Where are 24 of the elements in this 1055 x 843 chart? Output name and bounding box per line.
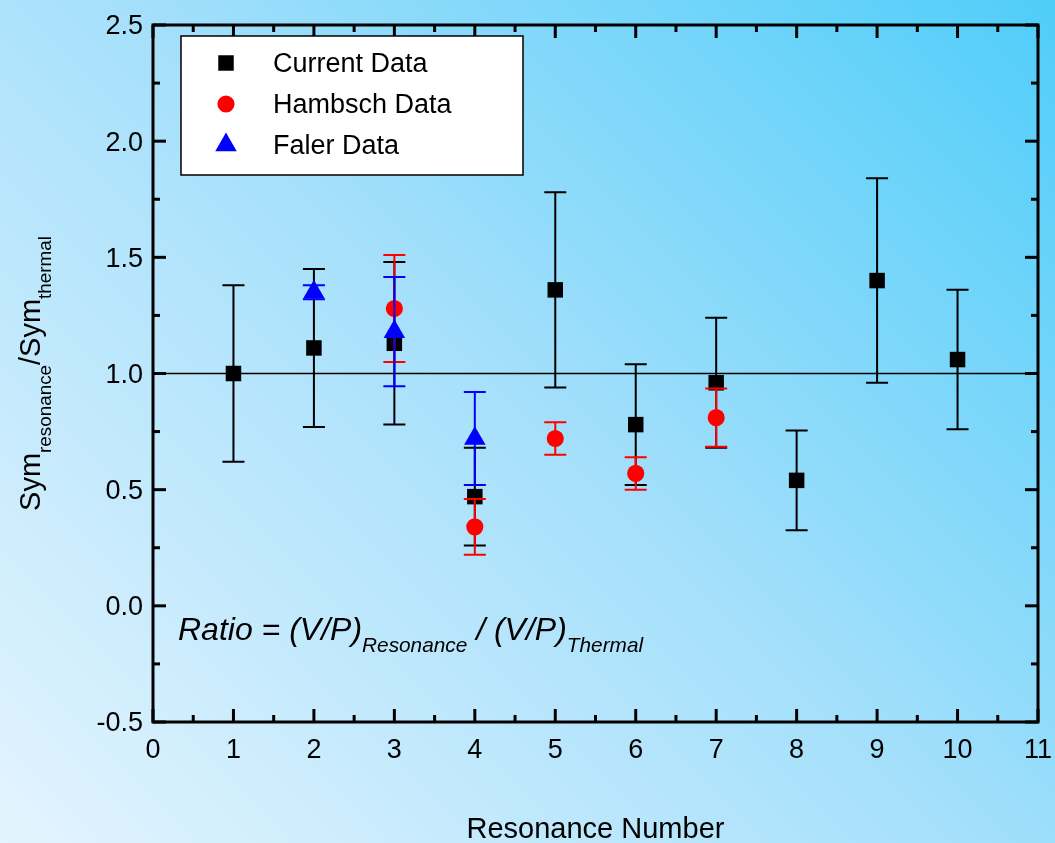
legend-label: Current Data xyxy=(273,48,429,79)
y-tick-label: 1.5 xyxy=(105,242,143,273)
annotation: Ratio = (V/P)$_{Resonance}$ / (V/P)$_{Thermal}$ xyxy=(178,611,645,656)
x-tick-label: 0 xyxy=(145,734,161,764)
x-tick-label: 5 xyxy=(547,734,563,764)
y-tick-label: 0.0 xyxy=(105,591,143,622)
y-tick-label: 2.5 xyxy=(105,10,143,41)
y-tick-label: 1.0 xyxy=(105,358,143,389)
x-tick-label: 11 xyxy=(1023,734,1053,764)
x-tick-label: 10 xyxy=(942,734,973,764)
x-tick-label: 1 xyxy=(225,734,241,764)
x-tick-label: 2 xyxy=(306,734,322,764)
x-tick-label: 6 xyxy=(628,734,644,764)
y-tick-label: 2.0 xyxy=(105,126,143,157)
legend-label: Hambsch Data xyxy=(273,89,453,120)
x-tick-label: 7 xyxy=(708,734,724,764)
x-tick-label: 8 xyxy=(789,734,805,764)
legend-label: Faler Data xyxy=(273,130,401,161)
x-axis-title: Resonance Number xyxy=(466,812,725,843)
x-tick-label: 9 xyxy=(869,734,885,764)
x-tick-label: 4 xyxy=(467,734,483,764)
y-tick-label: 0.5 xyxy=(105,475,143,506)
y-tick-label: -0.5 xyxy=(96,707,143,738)
x-tick-label: 3 xyxy=(386,734,402,764)
